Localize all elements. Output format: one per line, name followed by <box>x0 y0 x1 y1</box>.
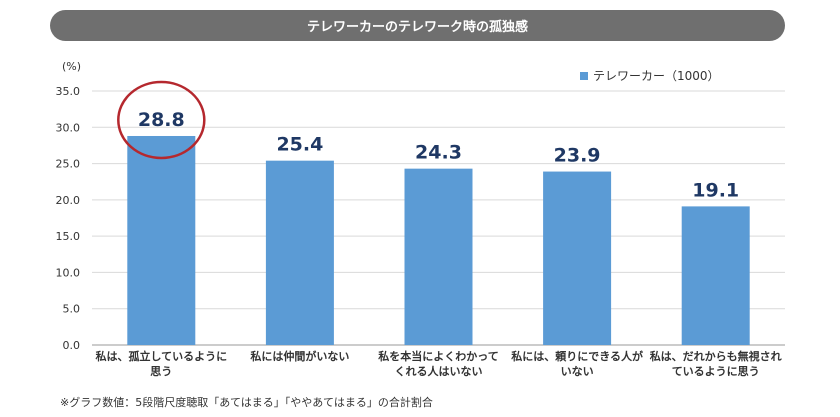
y-tick-label: 15.0 <box>56 230 81 243</box>
bar <box>543 171 612 345</box>
data-label: 25.4 <box>276 134 323 156</box>
bar <box>404 168 473 345</box>
y-tick-label: 35.0 <box>56 85 81 98</box>
data-label: 24.3 <box>415 142 462 164</box>
legend-swatch <box>580 72 588 80</box>
y-tick-label: 20.0 <box>56 194 81 207</box>
bar <box>265 160 334 345</box>
bar <box>681 206 750 345</box>
legend-label: テレワーカー（1000） <box>593 69 720 83</box>
data-label: 28.8 <box>138 109 185 131</box>
data-label: 19.1 <box>692 179 739 201</box>
y-axis-unit-label: (%) <box>62 60 81 73</box>
y-tick-label: 0.0 <box>63 339 81 352</box>
highlight-circle <box>117 80 206 160</box>
category-label: 私には、頼りにできる人が <box>511 349 643 363</box>
category-label: 私は、だれからも無視され <box>650 349 782 363</box>
category-label: 私には仲間がいない <box>250 349 349 363</box>
bar <box>127 135 196 345</box>
chart-title: テレワーカーのテレワーク時の孤独感 <box>50 10 785 41</box>
category-label: くれる人はいない <box>395 364 483 378</box>
y-tick-label: 5.0 <box>63 303 81 316</box>
footnote: ※グラフ数値：5段階尺度聴取「あてはまる」「ややあてはまる」の合計割合 <box>60 396 433 409</box>
category-label: 思う <box>150 365 172 378</box>
y-tick-label: 10.0 <box>56 266 81 279</box>
y-tick-label: 25.0 <box>56 158 81 171</box>
category-label: ているように思う <box>672 365 760 378</box>
data-label: 23.9 <box>554 145 601 167</box>
y-tick-label: 30.0 <box>56 121 81 134</box>
category-label: 私は、孤立しているように <box>95 349 227 363</box>
category-label: いない <box>561 365 594 378</box>
category-label: 私を本当によくわかって <box>378 349 498 363</box>
